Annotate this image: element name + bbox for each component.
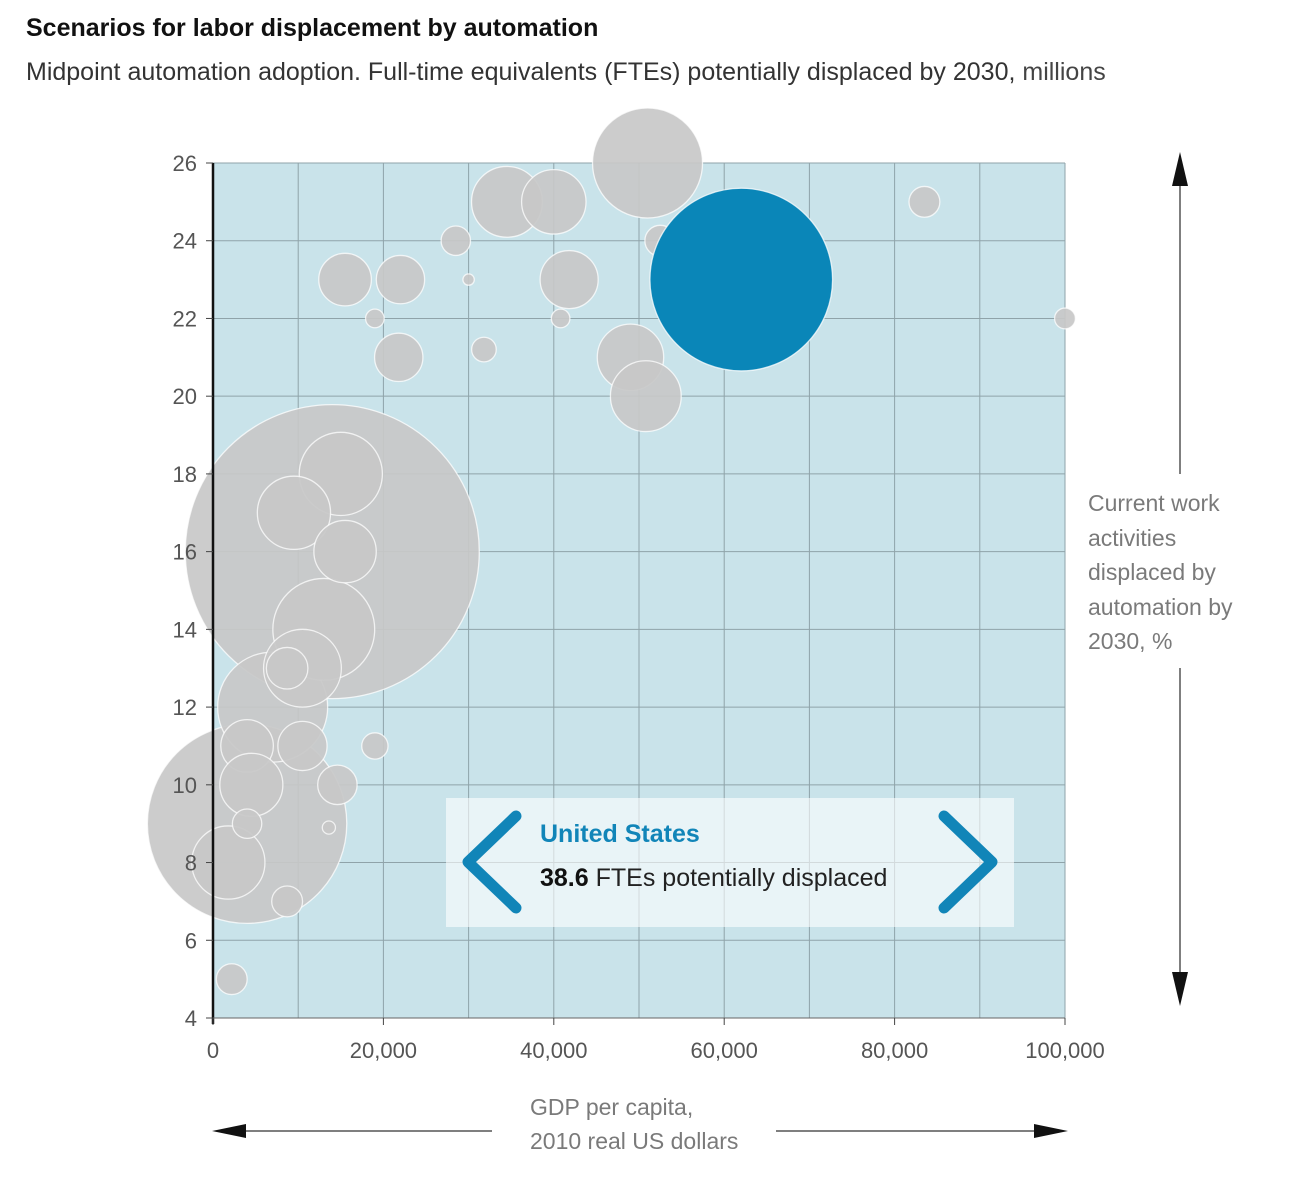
bubble[interactable] bbox=[364, 308, 385, 329]
bubble[interactable] bbox=[317, 764, 358, 806]
x-tick-label: 40,000 bbox=[520, 1038, 587, 1063]
bubble[interactable] bbox=[539, 249, 599, 310]
x-tick-label: 20,000 bbox=[350, 1038, 417, 1063]
y-tick-label: 16 bbox=[173, 540, 197, 565]
chart-subtitle: Midpoint automation adoption. Full-time … bbox=[26, 58, 1106, 87]
y-tick-label: 10 bbox=[173, 773, 197, 798]
x-tick-label: 100,000 bbox=[1025, 1038, 1105, 1063]
subtitle-text: Midpoint automation adoption. Full-time … bbox=[26, 58, 1016, 86]
bubble[interactable] bbox=[1053, 307, 1077, 330]
callout-value-line: 38.6 FTEs potentially displaced bbox=[540, 864, 887, 893]
bubble[interactable] bbox=[908, 185, 941, 218]
callout-country-name: United States bbox=[540, 820, 700, 848]
y-tick-label: 4 bbox=[185, 1006, 197, 1031]
y-tick-label: 18 bbox=[173, 462, 197, 487]
y-tick-label: 14 bbox=[173, 617, 197, 642]
x-tick-label: 60,000 bbox=[691, 1038, 758, 1063]
y-axis-label: Current work activities displaced by aut… bbox=[1088, 490, 1233, 654]
bubble[interactable] bbox=[271, 885, 304, 918]
bubble[interactable] bbox=[470, 336, 497, 363]
chevron-right-icon bbox=[938, 810, 998, 914]
bubble[interactable] bbox=[550, 308, 571, 329]
country-callout: United States 38.6 FTEs potentially disp… bbox=[446, 798, 1014, 927]
arrow-left-icon bbox=[212, 1124, 246, 1138]
arrow-up-icon bbox=[1172, 152, 1188, 186]
y-tick-label: 22 bbox=[173, 306, 197, 331]
bubble[interactable] bbox=[313, 519, 377, 584]
bubble[interactable] bbox=[520, 169, 587, 235]
bubble[interactable] bbox=[462, 273, 475, 286]
bubble[interactable] bbox=[231, 808, 263, 840]
bubble[interactable] bbox=[265, 646, 309, 690]
bubble[interactable] bbox=[440, 225, 472, 257]
chevron-left-icon bbox=[462, 810, 522, 914]
bubbles-layer bbox=[146, 107, 1077, 996]
y-tick-label: 24 bbox=[173, 229, 197, 254]
next-country-button[interactable] bbox=[934, 810, 998, 914]
arrow-right-icon bbox=[1034, 1124, 1068, 1138]
axis-arrows bbox=[212, 152, 1188, 1138]
previous-country-button[interactable] bbox=[462, 810, 526, 914]
chart-title: Scenarios for labor displacement by auto… bbox=[26, 14, 599, 42]
y-tick-label: 26 bbox=[173, 151, 197, 176]
subtitle-units: millions bbox=[1022, 58, 1106, 86]
bubble[interactable] bbox=[277, 720, 328, 772]
axes: 4 6 8 10 12 14 16 18 20 22 24 26 0 20,000 40,000 60,000… bbox=[173, 151, 1105, 1063]
x-axis-label: GDP per capita, 2010 real US dollars bbox=[530, 1090, 790, 1158]
bubble[interactable] bbox=[321, 820, 337, 835]
y-tick-label: 12 bbox=[173, 695, 197, 720]
arrow-down-icon bbox=[1172, 972, 1188, 1006]
callout-value: 38.6 bbox=[540, 864, 589, 892]
x-axis-label-line2: 2010 real US dollars bbox=[530, 1128, 739, 1154]
bubble[interactable] bbox=[375, 254, 426, 305]
bubble[interactable] bbox=[361, 732, 389, 760]
x-tick-label: 0 bbox=[207, 1038, 219, 1063]
bubble-highlighted[interactable] bbox=[649, 187, 834, 372]
bubble[interactable] bbox=[191, 825, 266, 900]
x-axis-label-line1: GDP per capita, bbox=[530, 1094, 694, 1120]
y-tick-label: 20 bbox=[173, 384, 197, 409]
bubble[interactable] bbox=[219, 752, 284, 817]
bubble[interactable] bbox=[215, 963, 248, 996]
bubble[interactable] bbox=[591, 107, 704, 219]
x-tick-label: 80,000 bbox=[861, 1038, 928, 1063]
bubble[interactable] bbox=[609, 360, 682, 433]
y-tick-label: 6 bbox=[185, 928, 197, 953]
bubble[interactable] bbox=[256, 475, 332, 551]
bubble[interactable] bbox=[373, 332, 424, 383]
y-tick-label: 8 bbox=[185, 851, 197, 876]
bubble[interactable] bbox=[318, 252, 373, 307]
callout-value-suffix: FTEs potentially displaced bbox=[595, 864, 888, 892]
